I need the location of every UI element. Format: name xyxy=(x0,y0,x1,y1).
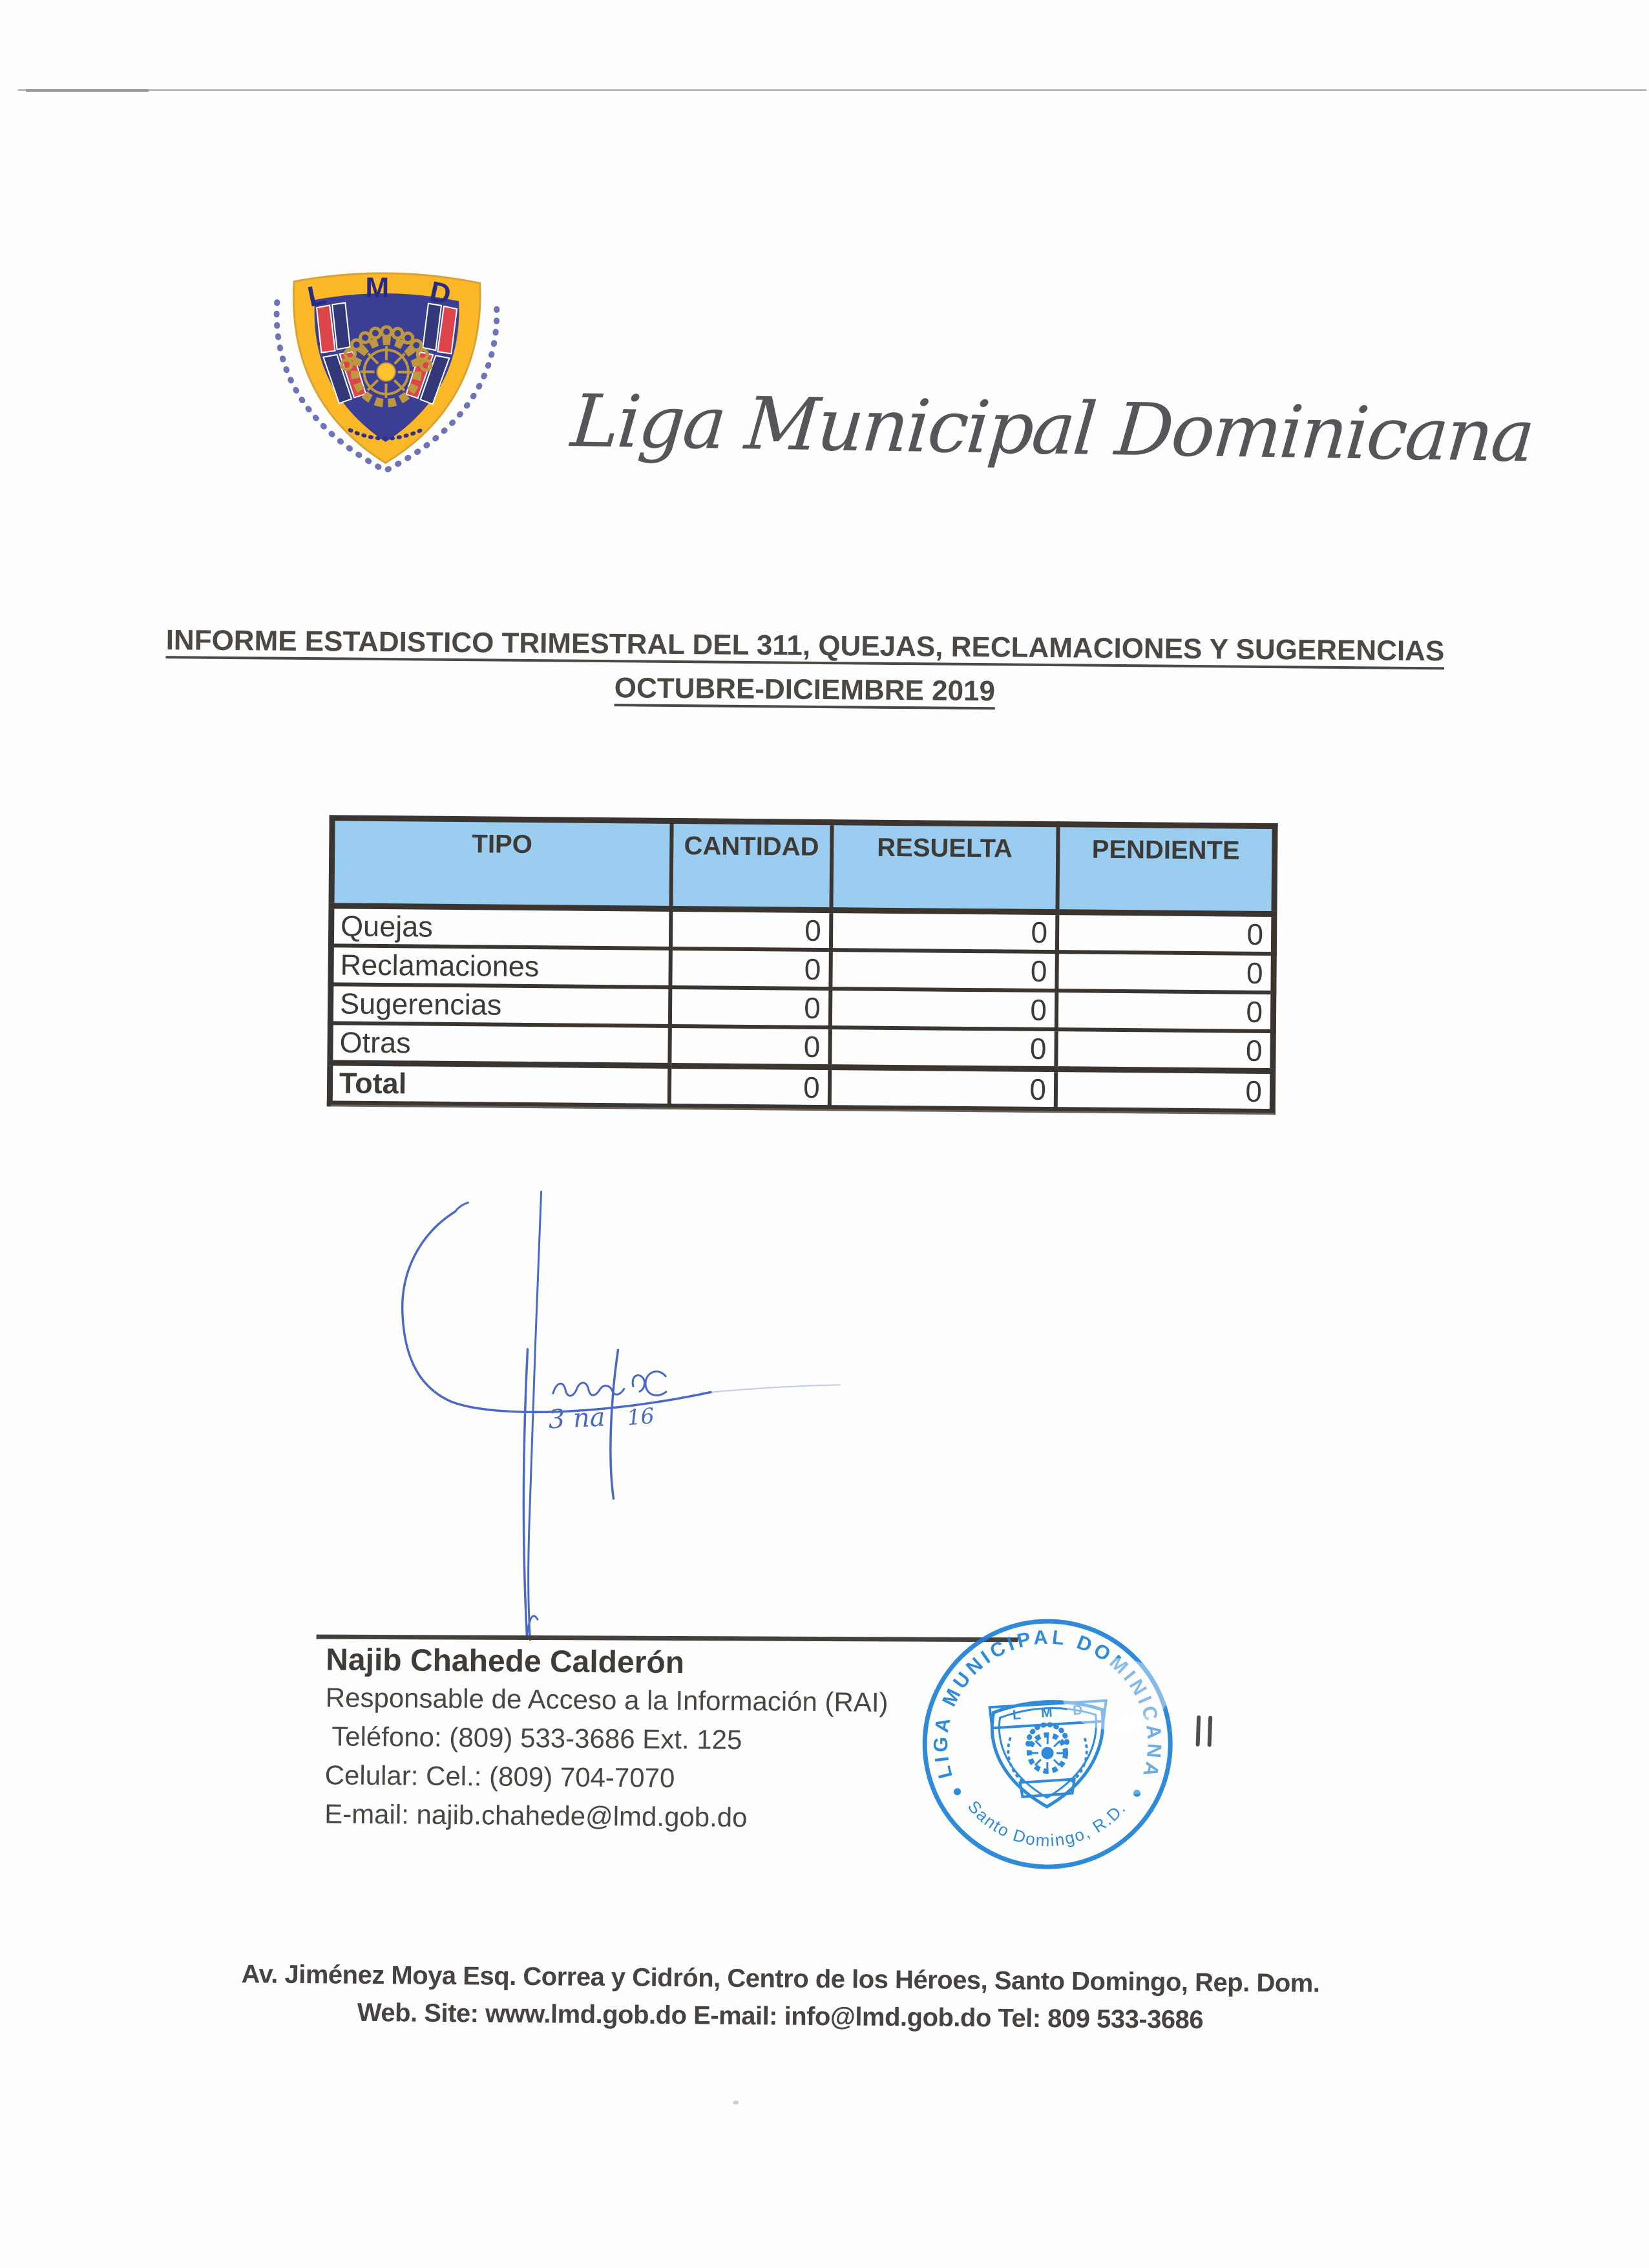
table-cell: Quejas xyxy=(331,905,671,949)
table-cell: 0 xyxy=(1056,952,1274,993)
logo-gear-sun xyxy=(340,325,433,408)
footer-address: Av. Jiménez Moya Esq. Correa y Cidrón, C… xyxy=(114,1954,1446,2041)
stamp-rings xyxy=(922,1619,1173,1869)
org-script-name: Liga Municipal Dominicana xyxy=(567,379,1537,479)
stamp-ink-fade xyxy=(1107,1714,1166,1794)
table-cell: Total xyxy=(330,1062,670,1107)
table-cell: Sugerencias xyxy=(330,984,671,1026)
table-cell: 0 xyxy=(830,1027,1056,1069)
statistics-table: TIPO CANTIDAD RESUELTA PENDIENTE Quejas … xyxy=(326,815,1278,1115)
stamp-ink-fade xyxy=(1062,1657,1168,1730)
table-cell: 0 xyxy=(1056,912,1274,954)
table-cell: 0 xyxy=(669,1066,830,1108)
table-cell: 0 xyxy=(669,987,831,1028)
header-pendiente: PENDIENTE xyxy=(1057,824,1276,914)
scan-artifact-line xyxy=(18,89,1646,91)
lmd-logo-emblem: L M D xyxy=(273,271,500,474)
pen-double-bar-mark xyxy=(1195,1715,1216,1748)
table-cell: 0 xyxy=(830,989,1057,1030)
stamp-dot-right xyxy=(1133,1789,1141,1797)
table-cell: 0 xyxy=(829,1067,1056,1110)
table-cell: 0 xyxy=(1056,1029,1274,1071)
table-cell: 0 xyxy=(670,908,832,950)
table-row-total: Total 0 0 0 xyxy=(330,1062,1273,1112)
signature-strokes xyxy=(401,1190,841,1641)
official-stamp: LIGA MUNICIPAL DOMINICANA Santo Domingo,… xyxy=(922,1619,1173,1869)
table-cell: 0 xyxy=(1056,991,1274,1032)
logo-motto-dots xyxy=(348,427,425,441)
report-title: INFORME ESTADISTICO TRIMESTRAL DEL 311, … xyxy=(113,618,1497,718)
handwritten-signature: 3 na 16 xyxy=(401,1190,841,1641)
signature-date-left: 3 na xyxy=(548,1403,606,1435)
table-cell: 0 xyxy=(1055,1069,1273,1112)
scan-speck xyxy=(733,2100,739,2105)
signature-date-right: 16 xyxy=(626,1403,655,1430)
table-cell: 0 xyxy=(830,950,1057,991)
table-cell: 0 xyxy=(670,948,831,989)
table-cell: Reclamaciones xyxy=(330,945,671,987)
logo-dotted-ring xyxy=(273,299,500,474)
table-header-row: TIPO CANTIDAD RESUELTA PENDIENTE xyxy=(331,817,1276,914)
stamp-dot-left xyxy=(954,1788,961,1796)
header-resuelta: RESUELTA xyxy=(831,822,1058,912)
scan-artifact-line-dark xyxy=(26,89,149,92)
table-cell: 0 xyxy=(830,910,1058,952)
table-cell: 0 xyxy=(669,1025,830,1067)
header-cantidad: CANTIDAD xyxy=(671,821,832,910)
header-tipo: TIPO xyxy=(331,817,672,909)
table-cell: Otras xyxy=(330,1023,670,1066)
stamp-shield xyxy=(988,1699,1108,1809)
